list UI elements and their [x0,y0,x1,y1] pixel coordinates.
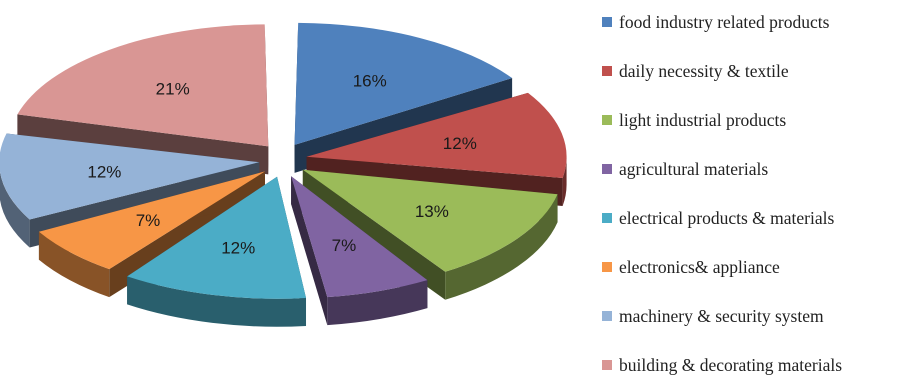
legend-swatch [602,17,612,27]
pie-slice-top [17,24,269,147]
legend-swatch [602,311,612,321]
legend-item-machinery: machinery & security system [602,304,824,328]
legend-label: agricultural materials [619,158,769,179]
legend-swatch [602,66,612,76]
legend-label: building & decorating materials [619,354,843,375]
pie-slice [302,169,558,300]
slice-percent-label: 16% [353,72,387,91]
legend-item-daily-necessity: daily necessity & textile [602,59,789,83]
slice-percent-label: 7% [136,211,161,230]
pie-slice-edge [562,156,567,206]
legend-item-agricultural: agricultural materials [602,157,768,181]
legend-item-electrical: electrical products & materials [602,206,834,230]
pie-slice-top [127,176,307,299]
pie-slice-top [0,133,260,220]
legend-swatch [602,262,612,272]
pie-slice-edge [38,231,110,298]
legend-item-electronics: electronics& appliance [602,255,780,279]
pie-slice [291,176,428,326]
legend-label: food industry related products [619,11,830,32]
pie-slice [127,176,307,327]
legend-swatch [602,115,612,125]
legend-label: machinery & security system [619,305,824,326]
slice-percent-label: 7% [332,236,357,255]
legend-item-building: building & decorating materials [602,353,842,377]
pie-slice-top [38,171,265,270]
legend-swatch [602,164,612,174]
pie-slice-top [294,22,513,145]
pie-slice-top [302,169,558,272]
legend-swatch [602,360,612,370]
slice-percent-label: 12% [443,134,477,153]
pie-slice-top [291,176,428,298]
legend-label: light industrial products [619,109,787,130]
legend-label: daily necessity & textile [619,60,789,81]
pie-slice-edge [127,276,307,327]
slice-percent-label: 12% [221,239,255,258]
legend-item-light-industrial: light industrial products [602,108,786,132]
pie-slice-edge [327,280,428,326]
pie-slice-top [306,92,567,178]
pie-slice-edge [445,194,558,300]
legend-swatch [602,213,612,223]
legend-item-food-industry: food industry related products [602,10,829,34]
slice-percent-label: 13% [415,202,449,221]
slice-percent-label: 21% [156,80,190,99]
legend-label: electronics& appliance [619,256,780,277]
slice-percent-label: 12% [87,162,121,181]
pie-slice-side [291,176,328,326]
pie-slice-edge [0,171,30,248]
legend-label: electrical products & materials [619,207,835,228]
